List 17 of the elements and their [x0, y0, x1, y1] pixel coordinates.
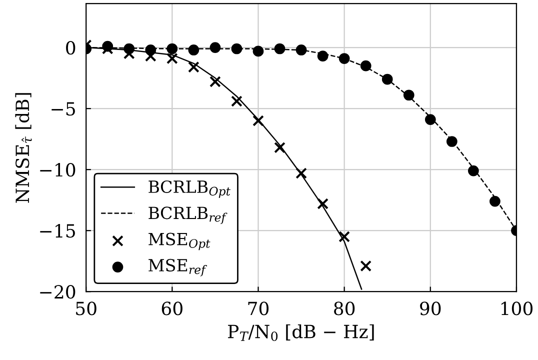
x-tick-label: 50 — [76, 302, 96, 316]
y-tick-label: −15 — [40, 224, 75, 238]
legend-label: BCRLB$_{ref}$ — [148, 206, 228, 224]
x-tick-label: 80 — [334, 302, 355, 316]
y-tick-label: −20 — [40, 285, 76, 299]
x-tick-label: 60 — [162, 302, 182, 316]
y-tick-label: −5 — [52, 102, 75, 116]
y-tick-label: −10 — [40, 163, 76, 177]
legend-label: MSE$_{ref}$ — [148, 258, 208, 276]
y-axis-title: NMSE$_{τ̂}$ [dB] — [15, 93, 32, 203]
y-tick-label: 0 — [66, 40, 76, 55]
legend-label: BCRLB$_{Opt}$ — [148, 180, 230, 198]
x-tick-label: 90 — [420, 302, 441, 316]
x-tick-label: 100 — [501, 302, 533, 316]
x-tick-label: 70 — [248, 302, 269, 316]
legend-label: MSE$_{Opt}$ — [148, 232, 210, 250]
x-axis-title: P$_{T}$/N$_{0}$ [dB − Hz] — [228, 324, 374, 342]
